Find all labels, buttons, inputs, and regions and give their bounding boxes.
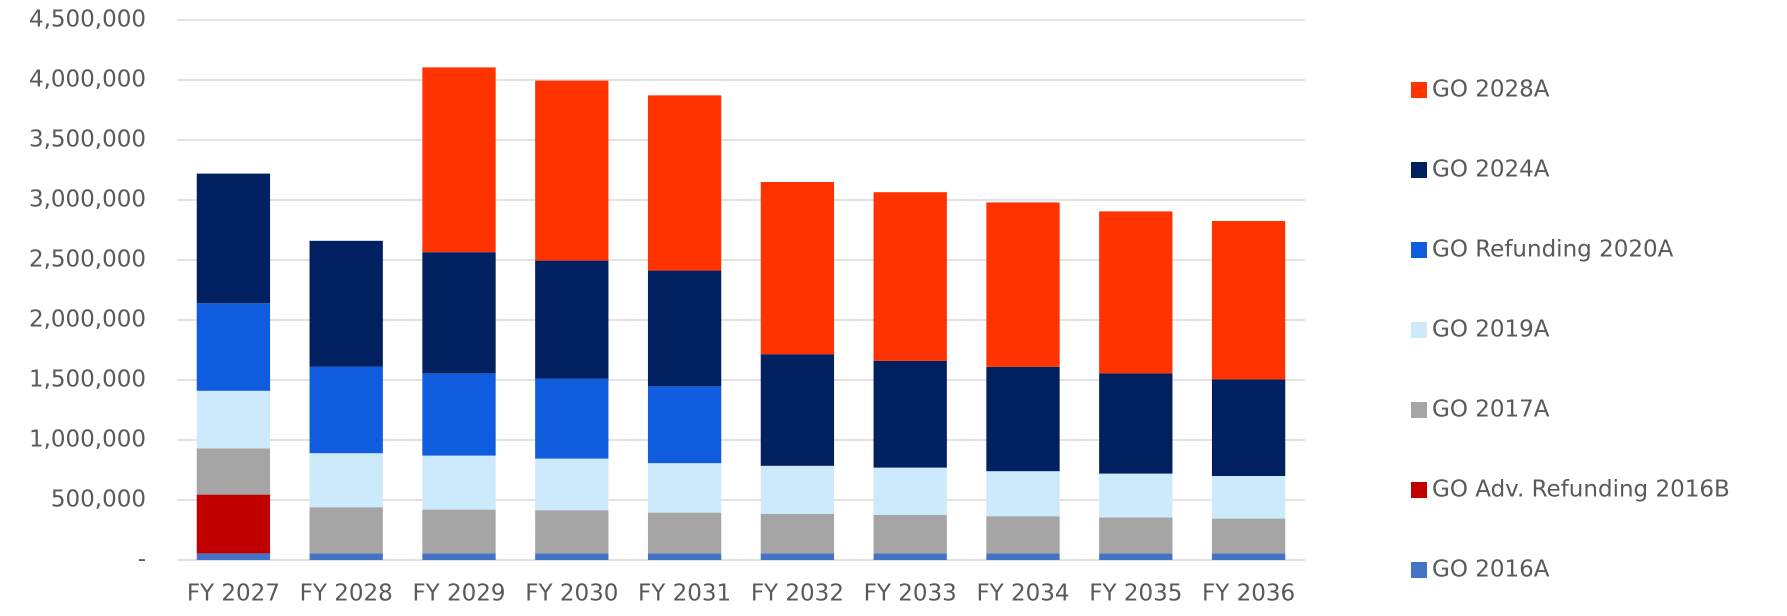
- x-tick-label: FY 2028: [300, 581, 393, 607]
- bar-segment: [535, 510, 609, 554]
- y-tick-label: 500,000: [51, 487, 146, 513]
- bar-segment: [422, 553, 496, 560]
- bar-segment: [647, 463, 722, 513]
- bar-segment: [986, 202, 1060, 367]
- bar-segment: [1211, 476, 1286, 519]
- bar-segment: [1099, 517, 1173, 554]
- legend-label: GO Adv. Refunding 2016B: [1432, 477, 1730, 503]
- x-tick-label: FY 2031: [638, 581, 731, 607]
- bar-segment: [1211, 379, 1286, 476]
- x-tick-label: FY 2034: [976, 581, 1069, 607]
- bar-segment: [309, 553, 383, 560]
- bar-segment: [1211, 221, 1286, 380]
- bar-segment: [535, 80, 609, 261]
- bar-segment: [309, 507, 383, 554]
- bar-segment: [1099, 473, 1173, 518]
- bar-segment: [873, 467, 947, 515]
- bar-segment: [196, 303, 271, 391]
- bar-segment: [422, 373, 496, 456]
- bar-segment: [422, 455, 496, 510]
- legend-label: GO 2016A: [1432, 557, 1550, 583]
- x-tick-label: FY 2030: [525, 581, 618, 607]
- x-tick-label: FY 2035: [1089, 581, 1182, 607]
- x-tick-label: FY 2032: [751, 581, 844, 607]
- bar-segment: [873, 192, 947, 361]
- bar-segment: [196, 173, 271, 304]
- bar-segment: [760, 182, 835, 355]
- x-tick-label: FY 2033: [864, 581, 957, 607]
- bar-segment: [535, 260, 609, 379]
- y-tick-label: -: [138, 547, 146, 573]
- bar-segment: [647, 553, 722, 560]
- bar-segment: [422, 252, 496, 374]
- bar-segment: [647, 512, 722, 554]
- bar-segment: [1099, 373, 1173, 474]
- bar-segment: [986, 471, 1060, 517]
- bar-segment: [647, 95, 722, 271]
- bar-segment: [535, 553, 609, 560]
- bar-segment: [760, 354, 835, 466]
- legend-swatch: [1411, 82, 1427, 98]
- legend-label: GO 2028A: [1432, 77, 1550, 103]
- bar-segment: [1211, 553, 1286, 560]
- legend-label: GO Refunding 2020A: [1432, 237, 1674, 263]
- legend-swatch: [1411, 162, 1427, 178]
- bar-segment: [309, 366, 383, 454]
- legend-label: GO 2024A: [1432, 157, 1550, 183]
- bar-segment: [647, 270, 722, 387]
- y-tick-label: 3,000,000: [29, 187, 146, 213]
- y-tick-label: 1,000,000: [29, 427, 146, 453]
- bar-segment: [196, 390, 271, 449]
- bar-segment: [309, 240, 383, 367]
- bar-segment: [309, 453, 383, 508]
- x-tick-label: FY 2029: [412, 581, 505, 607]
- y-tick-label: 4,000,000: [29, 67, 146, 93]
- bar-segment: [535, 458, 609, 511]
- bar-segment: [1099, 211, 1173, 374]
- bar-segment: [760, 553, 835, 560]
- bar-segment: [1211, 518, 1286, 554]
- y-tick-label: 1,500,000: [29, 367, 146, 393]
- legend-swatch: [1411, 402, 1427, 418]
- y-tick-label: 2,500,000: [29, 247, 146, 273]
- bar-segment: [986, 553, 1060, 560]
- y-tick-label: 3,500,000: [29, 127, 146, 153]
- legend-label: GO 2017A: [1432, 397, 1550, 423]
- legend-swatch: [1411, 562, 1427, 578]
- y-tick-label: 2,000,000: [29, 307, 146, 333]
- bar-segment: [196, 494, 271, 554]
- bar-segment: [196, 553, 271, 560]
- bar-segment: [873, 360, 947, 468]
- bar-segment: [647, 386, 722, 464]
- legend-swatch: [1411, 482, 1427, 498]
- x-tick-label: FY 2027: [187, 581, 280, 607]
- x-tick-label: FY 2036: [1202, 581, 1295, 607]
- y-tick-label: 4,500,000: [29, 7, 146, 33]
- bar-segment: [986, 516, 1060, 554]
- legend-swatch: [1411, 242, 1427, 258]
- bar-segment: [760, 465, 835, 514]
- bar-segment: [1099, 553, 1173, 560]
- bar-segment: [196, 448, 271, 495]
- bar-segment: [873, 553, 947, 560]
- bar-segment: [422, 67, 496, 253]
- bar-segment: [760, 513, 835, 554]
- bar-segment: [986, 366, 1060, 472]
- bar-segment: [873, 515, 947, 554]
- legend-label: GO 2019A: [1432, 317, 1550, 343]
- legend-swatch: [1411, 322, 1427, 338]
- bar-segment: [422, 509, 496, 554]
- bar-segment: [535, 378, 609, 459]
